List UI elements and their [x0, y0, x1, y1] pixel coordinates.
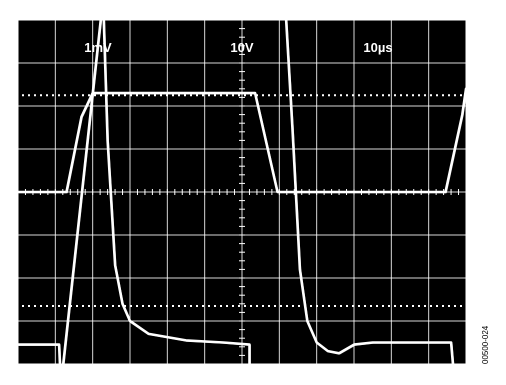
- figure-id: 00500-024: [481, 325, 490, 364]
- trace-2-overlay: [18, 0, 251, 385]
- trace-1-overlay: [18, 89, 468, 194]
- trace-3-overlay: [285, 0, 457, 385]
- scale-labels: 1mV 10V 10µs: [84, 40, 392, 55]
- scale-label-voltage-1: 1mV: [84, 40, 112, 55]
- scale-label-voltage-2: 10V: [230, 40, 253, 55]
- scale-label-time: 10µs: [363, 40, 392, 55]
- traces: [16, 0, 468, 385]
